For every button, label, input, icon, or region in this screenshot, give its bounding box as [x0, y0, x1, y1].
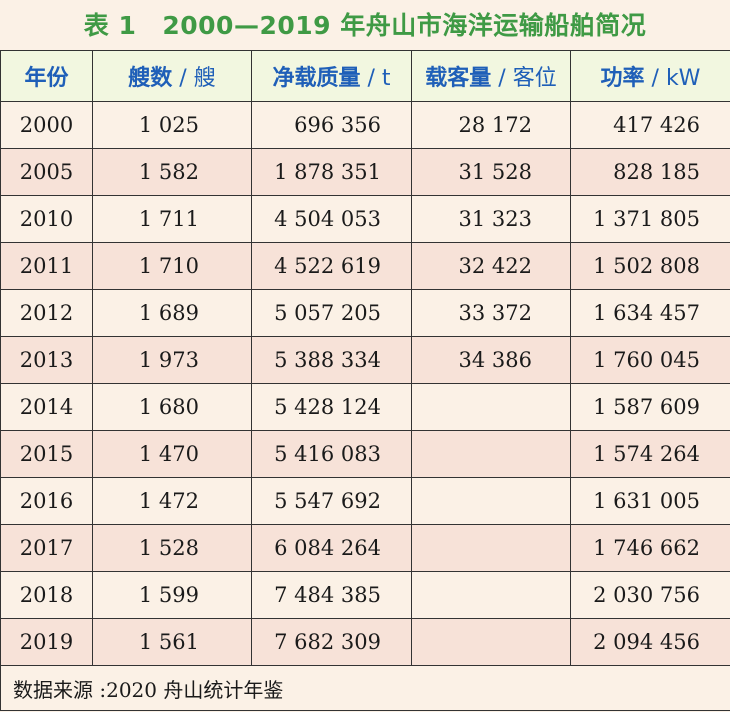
- cell-tonnage: 5 388 334: [251, 336, 412, 384]
- cell-ships: 1 472: [92, 477, 252, 525]
- cell-tonnage: 7 484 385: [251, 571, 412, 619]
- cell-tonnage: 5 547 692: [251, 477, 412, 525]
- cell-ships: 1 528: [92, 524, 252, 572]
- cell-passengers: 33 372: [411, 289, 571, 337]
- cell-year: 2014: [0, 383, 93, 431]
- cell-power: 1 634 457: [570, 289, 730, 337]
- ship-statistics-table: 年份 艘数 / 艘 净载质量 / t 载客量 / 客位 功率 / kW 2000…: [0, 50, 730, 711]
- table-title: 表 1 2000—2019 年舟山市海洋运输船舶简况: [0, 0, 730, 48]
- cell-passengers: 31 323: [411, 195, 571, 243]
- table-row: 2000 1 025 696 356 28 172 417 426: [0, 101, 730, 149]
- cell-passengers: [411, 383, 571, 431]
- header-tonnage: 净载质量 / t: [251, 50, 412, 102]
- cell-year: 2011: [0, 242, 93, 290]
- table-row: 2019 1 561 7 682 309 2 094 456: [0, 618, 730, 666]
- cell-power: 1 574 264: [570, 430, 730, 478]
- table-row: 2012 1 689 5 057 205 33 372 1 634 457: [0, 289, 730, 337]
- table-number: 表 1: [83, 11, 137, 40]
- data-source-note: 数据来源 :2020 舟山统计年鉴: [0, 665, 730, 711]
- table-row: 2015 1 470 5 416 083 1 574 264: [0, 430, 730, 478]
- cell-passengers: [411, 618, 571, 666]
- cell-power: 1 746 662: [570, 524, 730, 572]
- table-row: 2016 1 472 5 547 692 1 631 005: [0, 477, 730, 525]
- cell-tonnage: 4 504 053: [251, 195, 412, 243]
- cell-tonnage: 4 522 619: [251, 242, 412, 290]
- cell-passengers: 28 172: [411, 101, 571, 149]
- cell-power: 1 760 045: [570, 336, 730, 384]
- table-row: 2017 1 528 6 084 264 1 746 662: [0, 524, 730, 572]
- cell-year: 2017: [0, 524, 93, 572]
- cell-tonnage: 7 682 309: [251, 618, 412, 666]
- cell-tonnage: 696 356: [251, 101, 412, 149]
- cell-year: 2012: [0, 289, 93, 337]
- header-passengers: 载客量 / 客位: [411, 50, 571, 102]
- cell-ships: 1 710: [92, 242, 252, 290]
- cell-passengers: 34 386: [411, 336, 571, 384]
- table-row: 2011 1 710 4 522 619 32 422 1 502 808: [0, 242, 730, 290]
- source-row: 数据来源 :2020 舟山统计年鉴: [0, 665, 730, 711]
- header-year: 年份: [0, 50, 93, 102]
- cell-ships: 1 561: [92, 618, 252, 666]
- table-row: 2010 1 711 4 504 053 31 323 1 371 805: [0, 195, 730, 243]
- cell-power: 1 587 609: [570, 383, 730, 431]
- cell-power: 2 094 456: [570, 618, 730, 666]
- cell-year: 2015: [0, 430, 93, 478]
- table-title-text: 2000—2019 年舟山市海洋运输船舶简况: [162, 11, 647, 40]
- cell-year: 2010: [0, 195, 93, 243]
- cell-year: 2016: [0, 477, 93, 525]
- cell-passengers: [411, 477, 571, 525]
- cell-tonnage: 5 057 205: [251, 289, 412, 337]
- cell-passengers: 31 528: [411, 148, 571, 196]
- header-row: 年份 艘数 / 艘 净载质量 / t 载客量 / 客位 功率 / kW: [0, 50, 730, 102]
- table-row: 2005 1 582 1 878 351 31 528 828 185: [0, 148, 730, 196]
- cell-power: 417 426: [570, 101, 730, 149]
- cell-ships: 1 973: [92, 336, 252, 384]
- cell-passengers: [411, 571, 571, 619]
- table-row: 2014 1 680 5 428 124 1 587 609: [0, 383, 730, 431]
- cell-power: 1 502 808: [570, 242, 730, 290]
- table-body: 2000 1 025 696 356 28 172 417 426 2005 1…: [0, 101, 730, 666]
- cell-year: 2019: [0, 618, 93, 666]
- cell-year: 2013: [0, 336, 93, 384]
- cell-power: 2 030 756: [570, 571, 730, 619]
- cell-power: 828 185: [570, 148, 730, 196]
- cell-year: 2018: [0, 571, 93, 619]
- header-power: 功率 / kW: [570, 50, 730, 102]
- cell-ships: 1 582: [92, 148, 252, 196]
- cell-ships: 1 689: [92, 289, 252, 337]
- cell-tonnage: 5 428 124: [251, 383, 412, 431]
- table-row: 2018 1 599 7 484 385 2 030 756: [0, 571, 730, 619]
- cell-ships: 1 680: [92, 383, 252, 431]
- cell-tonnage: 5 416 083: [251, 430, 412, 478]
- cell-passengers: 32 422: [411, 242, 571, 290]
- cell-ships: 1 470: [92, 430, 252, 478]
- cell-ships: 1 025: [92, 101, 252, 149]
- cell-ships: 1 711: [92, 195, 252, 243]
- cell-power: 1 631 005: [570, 477, 730, 525]
- cell-tonnage: 6 084 264: [251, 524, 412, 572]
- cell-passengers: [411, 524, 571, 572]
- cell-ships: 1 599: [92, 571, 252, 619]
- cell-passengers: [411, 430, 571, 478]
- cell-year: 2000: [0, 101, 93, 149]
- cell-power: 1 371 805: [570, 195, 730, 243]
- cell-tonnage: 1 878 351: [251, 148, 412, 196]
- table-row: 2013 1 973 5 388 334 34 386 1 760 045: [0, 336, 730, 384]
- header-ships: 艘数 / 艘: [92, 50, 252, 102]
- cell-year: 2005: [0, 148, 93, 196]
